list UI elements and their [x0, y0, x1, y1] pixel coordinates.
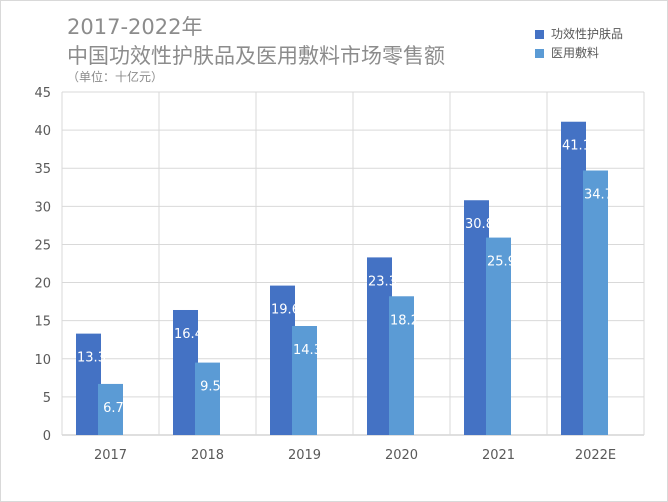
x-tick-label: 2018: [191, 448, 224, 463]
x-tick-label: 2022E: [575, 448, 616, 463]
x-axis-tick-labels: 2017 2018 2019 2020 2021 2022E: [94, 448, 616, 463]
bar-skincare: [561, 121, 586, 435]
bar-skincare: [367, 257, 392, 435]
bar-skincare: [76, 333, 101, 435]
y-tick-label: 15: [34, 315, 51, 330]
y-tick-label: 45: [34, 86, 51, 101]
data-label: 30.8: [465, 217, 494, 232]
legend: 功效性护肤品 医用敷料: [535, 26, 623, 60]
x-tick-label: 2021: [482, 448, 515, 463]
data-label: 16.4: [174, 327, 203, 342]
bar-dressing: [583, 170, 608, 435]
legend-swatch-dressing: [535, 49, 544, 58]
bar-dressing: [98, 383, 123, 435]
data-label: 6.7: [103, 401, 124, 416]
bars: 13.3 6.7 16.4 9.5 19.6 14.3 23.3 18.2 30.8 25.9 41…: [76, 121, 613, 435]
y-tick-label: 35: [34, 162, 51, 177]
legend-swatch-skincare: [535, 30, 544, 39]
y-tick-label: 25: [34, 238, 51, 253]
data-label: 25.9: [487, 255, 516, 270]
x-tick-label: 2020: [385, 448, 418, 463]
data-label: 9.5: [200, 380, 221, 395]
gridlines: [61, 91, 645, 436]
y-axis-tick-labels: 0 5 10 15 20 25 30 35 40 45: [34, 86, 51, 444]
bar-dressing: [292, 326, 317, 435]
chart-title: 2017-2022年: [67, 15, 202, 39]
bar-dressing: [486, 237, 511, 435]
y-tick-label: 40: [34, 124, 51, 139]
bar-skincare: [173, 309, 198, 435]
legend-label-dressing: 医用敷料: [551, 45, 599, 60]
bar-skincare: [270, 285, 295, 435]
data-label: 13.3: [77, 351, 106, 366]
data-label: 19.6: [271, 303, 300, 318]
y-tick-label: 0: [43, 429, 51, 444]
y-tick-label: 20: [34, 277, 51, 292]
data-label: 41.1: [562, 139, 591, 154]
legend-label-skincare: 功效性护肤品: [551, 26, 623, 41]
x-tick-label: 2017: [94, 448, 127, 463]
y-tick-label: 30: [34, 200, 51, 215]
y-tick-label: 5: [43, 391, 51, 406]
bar-skincare: [464, 200, 489, 435]
x-tick-label: 2019: [288, 448, 321, 463]
chart-unit: （单位：十亿元）: [67, 69, 163, 84]
y-tick-label: 10: [34, 353, 51, 368]
bar-dressing: [389, 296, 414, 435]
bar-dressing: [195, 362, 220, 435]
data-label: 18.2: [390, 313, 419, 328]
chart-subtitle: 中国功效性护肤品及医用敷料市场零售额: [67, 44, 445, 68]
data-label: 23.3: [368, 274, 397, 289]
data-label: 14.3: [293, 343, 322, 358]
data-label: 34.7: [584, 188, 613, 203]
